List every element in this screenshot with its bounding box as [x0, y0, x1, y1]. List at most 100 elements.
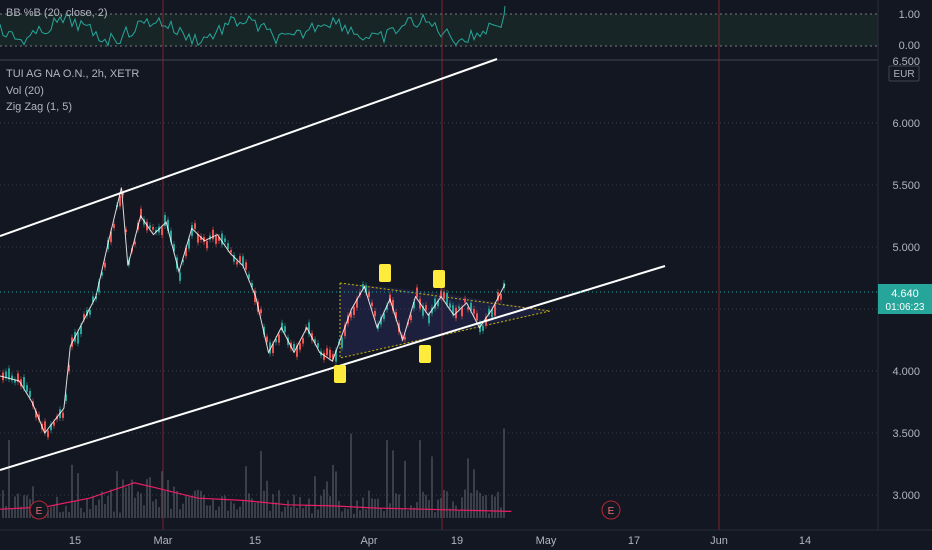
- volume-bar: [320, 495, 322, 518]
- candle-body: [212, 229, 214, 240]
- candle-body: [164, 215, 166, 227]
- time-axis-bg[interactable]: [0, 530, 932, 550]
- volume-bar: [293, 494, 295, 518]
- candle-body: [26, 385, 28, 392]
- pattern-point-d[interactable]: [433, 270, 445, 288]
- candle-body: [104, 262, 106, 268]
- volume-bar: [20, 506, 22, 518]
- candle-body: [470, 302, 472, 311]
- earnings-event-marker-2[interactable]: E: [601, 500, 621, 520]
- volume-bar: [143, 505, 145, 518]
- volume-bar: [137, 491, 139, 518]
- candle-body: [452, 305, 454, 315]
- volume-bar: [392, 450, 394, 518]
- volume-bar: [248, 493, 250, 518]
- time-axis-label: 15: [249, 535, 261, 547]
- symbol-title[interactable]: TUI AG NA O.N., 2h, XETR: [6, 68, 139, 80]
- volume-ma-line: [0, 482, 512, 512]
- bbpb-scale-0: 0.00: [899, 40, 920, 52]
- candle-body: [380, 317, 382, 325]
- study-zigzag[interactable]: Zig Zag (1, 5): [6, 101, 72, 113]
- candle-body: [383, 313, 385, 320]
- candle-body: [497, 292, 499, 301]
- candle-body: [308, 322, 310, 335]
- candle-body: [236, 261, 238, 265]
- volume-bar: [338, 500, 340, 518]
- volume-bar: [464, 489, 466, 518]
- last-price-value: 4.640: [891, 288, 919, 300]
- volume-bar: [8, 440, 10, 518]
- volume-bar: [92, 496, 94, 518]
- volume-bar: [56, 496, 58, 518]
- time-axis-label: 15: [69, 535, 81, 547]
- candle-body: [269, 342, 271, 354]
- volume-bar: [161, 471, 163, 518]
- candle-body: [170, 230, 172, 243]
- candle-body: [95, 296, 97, 300]
- candle-body: [395, 312, 397, 319]
- candle-body: [149, 225, 151, 229]
- time-axis-labels: 15 Mar 15 Apr 19 May 17 Jun 14: [69, 535, 811, 547]
- volume-bar: [149, 477, 151, 518]
- candle-body: [326, 348, 328, 356]
- candle-body: [50, 424, 52, 431]
- volume-bar: [281, 511, 283, 518]
- price-axis-bg[interactable]: [878, 0, 932, 530]
- candle-body: [362, 284, 364, 289]
- currency-box[interactable]: [888, 65, 920, 82]
- volume-bar: [329, 496, 331, 518]
- candle-body: [185, 247, 187, 257]
- candle-body: [488, 308, 490, 315]
- volume-bar: [398, 494, 400, 518]
- volume-bar: [344, 508, 346, 518]
- candle-body: [173, 244, 175, 252]
- candle-body: [155, 229, 157, 233]
- candle-body: [275, 338, 277, 343]
- candle-body: [281, 322, 283, 331]
- candle-body: [215, 235, 217, 244]
- candle-body: [356, 298, 358, 308]
- zigzag-line: [0, 187, 506, 434]
- pattern-point-b[interactable]: [379, 264, 391, 282]
- volume-bar: [77, 473, 79, 518]
- pattern-point-a[interactable]: [334, 365, 346, 383]
- lower-channel-trendline[interactable]: [0, 265, 666, 471]
- volume-bar: [422, 491, 424, 518]
- candle-body: [266, 336, 268, 343]
- candle-body: [38, 414, 40, 420]
- volume-bar: [311, 513, 313, 518]
- candle-body: [122, 192, 124, 196]
- candle-body: [404, 336, 406, 340]
- earnings-event-marker-1[interactable]: E: [29, 500, 49, 520]
- volume-bar: [212, 499, 214, 518]
- volume-bar: [206, 505, 208, 518]
- candle-body: [221, 233, 223, 245]
- candle-body: [125, 229, 127, 232]
- volume-bar: [476, 490, 478, 518]
- candle-body: [5, 371, 7, 378]
- volume-bar: [224, 495, 226, 518]
- volume-bar: [410, 505, 412, 518]
- volume-bar: [158, 507, 160, 518]
- volume-bar: [266, 480, 268, 518]
- time-axis-label: May: [536, 535, 557, 547]
- volume-bar: [107, 495, 109, 518]
- candle-body: [449, 303, 451, 308]
- candle-body: [335, 349, 337, 362]
- candle-body: [152, 227, 154, 230]
- upper-channel-trendline[interactable]: [0, 58, 498, 237]
- volume-bar: [236, 509, 238, 518]
- pattern-point-c[interactable]: [419, 345, 431, 363]
- bbpb-legend[interactable]: BB %B (20, close, 2): [6, 7, 108, 19]
- candle-body: [422, 305, 424, 316]
- candle-body: [53, 422, 55, 426]
- candle-body: [23, 377, 25, 389]
- study-volume[interactable]: Vol (20): [6, 85, 44, 97]
- volume-bar: [380, 507, 382, 518]
- candle-body: [374, 310, 376, 317]
- candle-body: [482, 325, 484, 331]
- price-candles: [2, 189, 505, 441]
- candle-body: [182, 259, 184, 263]
- volume-bar: [488, 513, 490, 518]
